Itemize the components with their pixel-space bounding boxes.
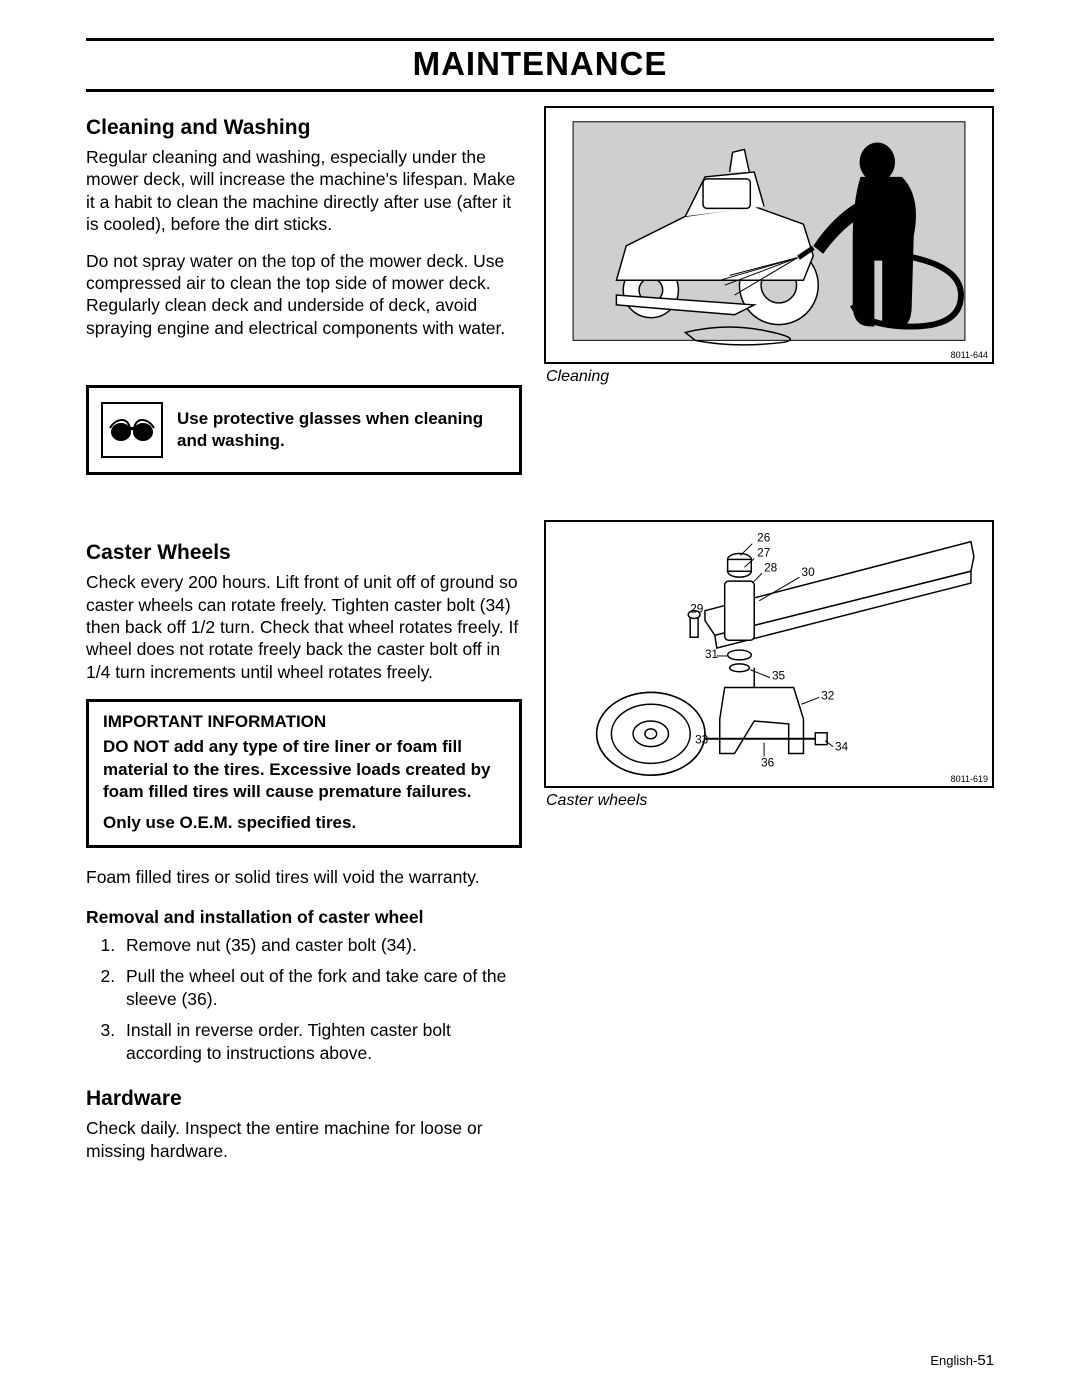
- label-33: 33: [695, 733, 709, 747]
- glasses-callout: Use protective glasses when cleaning and…: [86, 385, 522, 475]
- right-column: 8011-644 Cleaning: [544, 96, 994, 1162]
- footer-page: 51: [977, 1352, 994, 1369]
- caster-p2: Foam filled tires or solid tires will vo…: [86, 866, 522, 888]
- page-footer: English-51: [930, 1352, 994, 1369]
- label-30: 30: [802, 565, 816, 579]
- label-28: 28: [764, 560, 778, 574]
- label-31: 31: [705, 647, 718, 661]
- cleaning-p2: Do not spray water on the top of the mow…: [86, 250, 522, 340]
- figure-caster: 26 27 28 30 29 31 35: [544, 520, 994, 810]
- content-columns: Cleaning and Washing Regular cleaning an…: [86, 96, 994, 1162]
- important-body: DO NOT add any type of tire liner or foa…: [103, 736, 505, 803]
- important-body2: Only use O.E.M. specified tires.: [103, 813, 505, 833]
- figure-cleaning-box: 8011-644: [544, 106, 994, 364]
- important-title: IMPORTANT INFORMATION: [103, 712, 505, 732]
- label-26: 26: [757, 531, 771, 545]
- top-rule: [86, 38, 994, 41]
- label-27: 27: [757, 545, 770, 559]
- section-hardware-heading: Hardware: [86, 1087, 522, 1111]
- glasses-icon: [101, 402, 163, 458]
- figure-caster-box: 26 27 28 30 29 31 35: [544, 520, 994, 788]
- label-35: 35: [772, 669, 786, 683]
- label-32: 32: [821, 688, 834, 702]
- step-3: Install in reverse order. Tighten caster…: [120, 1019, 522, 1065]
- caster-steps: Remove nut (35) and caster bolt (34). Pu…: [86, 934, 522, 1065]
- step-1: Remove nut (35) and caster bolt (34).: [120, 934, 522, 957]
- important-box: IMPORTANT INFORMATION DO NOT add any typ…: [86, 699, 522, 848]
- cleaning-p1: Regular cleaning and washing, especially…: [86, 146, 522, 236]
- page-root: MAINTENANCE Cleaning and Washing Regular…: [0, 0, 1080, 1397]
- label-29: 29: [690, 602, 704, 616]
- figure-cleaning-id: 8011-644: [951, 350, 988, 360]
- section-caster-heading: Caster Wheels: [86, 541, 522, 565]
- caster-subhead: Removal and installation of caster wheel: [86, 907, 522, 928]
- footer-lang: English-: [930, 1353, 977, 1368]
- figure-cleaning: 8011-644 Cleaning: [544, 106, 994, 386]
- label-36: 36: [761, 755, 775, 769]
- step-2: Pull the wheel out of the fork and take …: [120, 965, 522, 1011]
- label-34: 34: [835, 740, 849, 754]
- glasses-callout-text: Use protective glasses when cleaning and…: [177, 408, 503, 452]
- left-column: Cleaning and Washing Regular cleaning an…: [86, 96, 522, 1162]
- section-cleaning-heading: Cleaning and Washing: [86, 116, 522, 140]
- caster-p1: Check every 200 hours. Lift front of uni…: [86, 571, 522, 683]
- figure-caster-id: 8011-619: [951, 774, 988, 784]
- hardware-p1: Check daily. Inspect the entire machine …: [86, 1117, 522, 1162]
- page-title: MAINTENANCE: [86, 45, 994, 83]
- figure-caster-caption: Caster wheels: [546, 792, 994, 810]
- under-rule: [86, 89, 994, 92]
- figure-cleaning-caption: Cleaning: [546, 368, 994, 386]
